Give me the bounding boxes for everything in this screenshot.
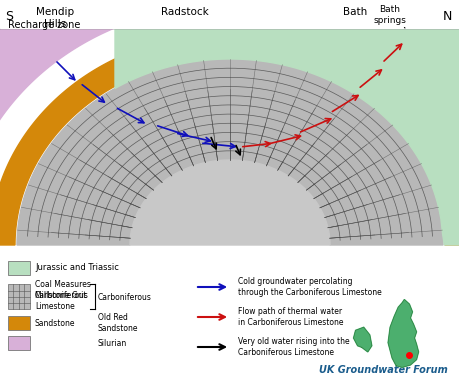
- Text: Mendip
Hills: Mendip Hills: [36, 7, 74, 28]
- Text: Coal Measures
Millstone Grit: Coal Measures Millstone Grit: [35, 280, 91, 300]
- Text: Bath: Bath: [342, 7, 366, 17]
- FancyBboxPatch shape: [8, 284, 30, 309]
- FancyBboxPatch shape: [8, 261, 30, 275]
- FancyBboxPatch shape: [8, 316, 30, 330]
- Polygon shape: [115, 23, 459, 245]
- Text: Cold groundwater percolating
through the Carboniferous Limestone: Cold groundwater percolating through the…: [237, 277, 381, 297]
- Polygon shape: [0, 33, 459, 245]
- Polygon shape: [0, 5, 459, 245]
- Polygon shape: [387, 300, 418, 367]
- Text: UK Groundwater Forum: UK Groundwater Forum: [318, 365, 447, 375]
- Text: Silurian: Silurian: [98, 338, 127, 348]
- Text: Carboniferous: Carboniferous: [98, 293, 151, 301]
- Text: Recharge zone: Recharge zone: [8, 20, 80, 30]
- Polygon shape: [130, 160, 329, 245]
- Text: N: N: [442, 10, 451, 23]
- Text: Jurassic and Triassic: Jurassic and Triassic: [35, 263, 118, 273]
- Polygon shape: [17, 59, 442, 245]
- FancyBboxPatch shape: [8, 336, 30, 350]
- Polygon shape: [353, 327, 371, 352]
- Text: Carboniferous
Limestone: Carboniferous Limestone: [35, 291, 89, 311]
- Text: Old Red
Sandstone: Old Red Sandstone: [98, 313, 138, 333]
- Text: Radstock: Radstock: [161, 7, 208, 17]
- Text: Bath
springs: Bath springs: [373, 5, 406, 28]
- Text: Sandstone: Sandstone: [35, 318, 75, 328]
- Polygon shape: [0, 0, 459, 28]
- Text: S: S: [5, 10, 13, 23]
- Text: Flow path of thermal water
in Carboniferous Limestone: Flow path of thermal water in Carbonifer…: [237, 307, 343, 327]
- Text: Very old water rising into the
Carboniferous Limestone: Very old water rising into the Carbonife…: [237, 337, 349, 357]
